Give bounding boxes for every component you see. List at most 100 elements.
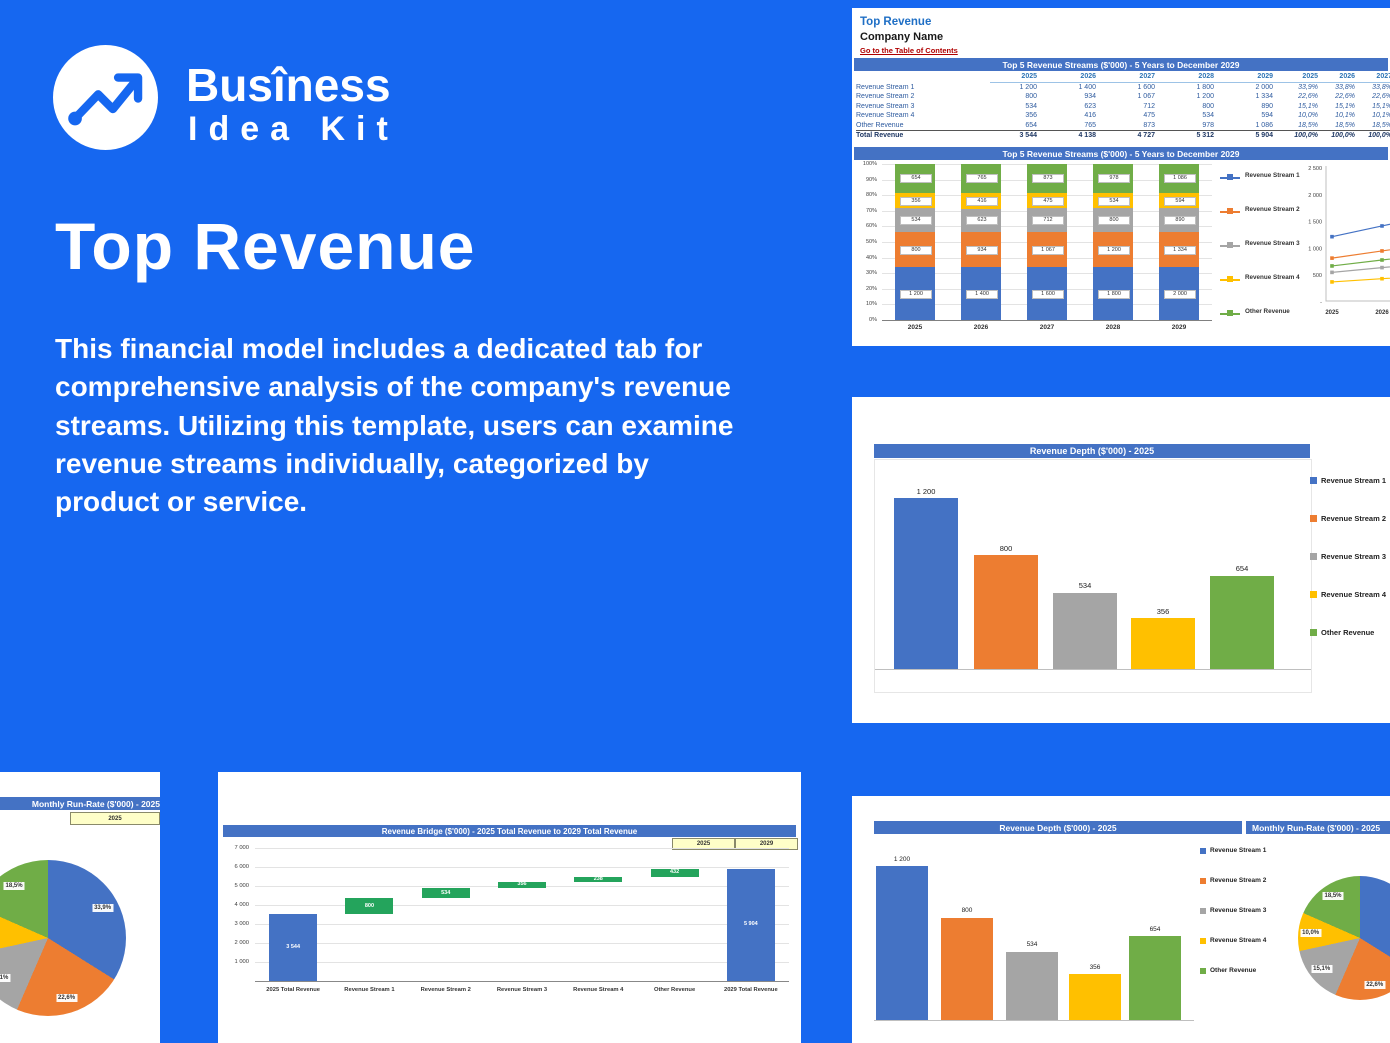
pct-cell: 15,1% bbox=[1335, 102, 1355, 110]
row-label-cell: Revenue Stream 2 bbox=[856, 93, 915, 100]
value-cell: 1 334 bbox=[1255, 93, 1273, 100]
value-cell: 356 bbox=[1025, 112, 1037, 119]
legend-swatch bbox=[1310, 591, 1317, 598]
value-cell: 800 bbox=[1202, 102, 1214, 110]
segment-value-label: 800 bbox=[1098, 216, 1130, 226]
bar bbox=[1006, 951, 1058, 1020]
pct-cell: 22,6% bbox=[1372, 93, 1390, 100]
x-axis-label: Other Revenue bbox=[653, 987, 696, 993]
svg-text:2 000: 2 000 bbox=[1308, 193, 1322, 199]
waterfall-bar bbox=[726, 868, 775, 981]
value-cell: 765 bbox=[1084, 121, 1096, 129]
segment-value-label: 1 334 bbox=[1164, 245, 1196, 255]
pct-cell: 15,1% bbox=[1298, 102, 1318, 110]
total-pct-cell: 100,0% bbox=[1322, 130, 1359, 141]
revenue-depth-legend: Revenue Stream 1 Revenue Stream 2 Revenue … bbox=[1310, 476, 1388, 677]
total-value-cell: 4 138 bbox=[1049, 130, 1108, 141]
bar bbox=[894, 498, 958, 669]
revenue-depth-small-legend: Revenue Stream 1 Revenue Stream 2 Revenue … bbox=[1200, 847, 1290, 1008]
pie-percent-label: 15,1% bbox=[0, 973, 11, 982]
pie-chart-circle bbox=[1298, 876, 1390, 1000]
bar-value-label: 1 200 bbox=[893, 855, 911, 863]
value-cell: 1 200 bbox=[1196, 93, 1214, 100]
value-cell: 800 bbox=[1025, 93, 1037, 100]
bar bbox=[941, 917, 993, 1020]
value-cell: 873 bbox=[1143, 121, 1155, 129]
legend-label: Revenue Stream 3 bbox=[1245, 240, 1300, 247]
bar-value-label: 654 bbox=[1235, 564, 1249, 574]
bar bbox=[1069, 974, 1121, 1020]
bar-value-label: 800 bbox=[999, 543, 1013, 553]
total-value-cell: 3 544 bbox=[990, 130, 1049, 141]
value-cell: 1 200 bbox=[1019, 83, 1037, 91]
brand-logo bbox=[53, 45, 158, 150]
pie-percent-label: 18,5% bbox=[1322, 892, 1344, 901]
y-axis-label: 30% bbox=[865, 270, 877, 277]
waterfall-value-label: 356 bbox=[517, 881, 527, 888]
year-header-cell: 2028 bbox=[1167, 72, 1226, 83]
segment-value-label: 594 bbox=[1164, 196, 1196, 206]
pie-percent-label: 22,6% bbox=[56, 993, 78, 1002]
x-axis-line bbox=[874, 1020, 1194, 1021]
toc-link[interactable]: Go to the Table of Contents bbox=[860, 46, 958, 55]
segment-value-label: 2 000 bbox=[1164, 289, 1196, 299]
waterfall-value-label: 432 bbox=[669, 869, 680, 876]
segment-value-label: 1 067 bbox=[1032, 245, 1064, 255]
sheet-title: Top Revenue bbox=[860, 16, 932, 28]
value-cell: 534 bbox=[1202, 112, 1214, 119]
revenue-bridge-header-bar: Revenue Bridge ($'000) - 2025 Total Reve… bbox=[223, 825, 796, 837]
bar-value-label: 1 200 bbox=[916, 486, 936, 496]
waterfall-bar bbox=[650, 868, 699, 878]
segment-value-label: 1 200 bbox=[900, 289, 932, 299]
legend-label: Revenue Stream 4 bbox=[1321, 590, 1387, 599]
gridline bbox=[255, 962, 789, 963]
legend-label: Revenue Stream 1 bbox=[1245, 172, 1300, 179]
year-header-cell: 2027 bbox=[1108, 72, 1167, 83]
value-cell: 934 bbox=[1084, 93, 1096, 100]
year-header-cell: 2025 bbox=[990, 72, 1049, 83]
legend-label: Revenue Stream 3 bbox=[1321, 552, 1387, 561]
legend-square-marker bbox=[1227, 174, 1233, 180]
waterfall-value-label: 3 544 bbox=[286, 943, 301, 950]
svg-text:2025: 2025 bbox=[1325, 310, 1339, 316]
y-axis-label: 5 000 bbox=[234, 882, 249, 889]
legend-label: Revenue Stream 4 bbox=[1245, 274, 1300, 281]
year-header-pct-cell: 2026 bbox=[1322, 72, 1359, 83]
segment-value-label: 475 bbox=[1032, 196, 1064, 206]
run-rate-small-header-bar: Monthly Run-Rate ($'000) - 2025 bbox=[1246, 821, 1390, 834]
revenue-bridge-waterfall-chart: 7 000 6 000 5 000 4 000 3 000 2 000 1 000 3 544… bbox=[223, 842, 796, 1002]
value-cell: 2 000 bbox=[1255, 83, 1273, 91]
page-description: This financial model includes a dedicate… bbox=[55, 333, 734, 518]
legend-square-marker bbox=[1227, 242, 1233, 248]
x-axis-label: 2026 bbox=[973, 324, 989, 331]
waterfall-bar bbox=[269, 913, 318, 981]
spreadsheet-panel: Top Revenue Company Name Go to the Table… bbox=[852, 8, 1390, 346]
y-axis-label: 90% bbox=[865, 176, 877, 183]
waterfall-bar bbox=[574, 877, 623, 882]
legend-label: Revenue Stream 1 bbox=[1321, 476, 1387, 485]
value-cell: 654 bbox=[1025, 121, 1037, 129]
waterfall-value-label: 5 904 bbox=[743, 921, 758, 928]
legend-swatch bbox=[1200, 908, 1206, 914]
year-to-cell[interactable]: 2029 bbox=[735, 838, 798, 850]
pie-percent-label: 33,9% bbox=[92, 903, 114, 912]
y-axis-label: 1 000 bbox=[234, 958, 249, 965]
y-axis-label: 4 000 bbox=[234, 901, 249, 908]
year-input-cell[interactable]: 2025 bbox=[70, 812, 160, 825]
y-axis-label: 70% bbox=[865, 207, 877, 214]
gridline bbox=[882, 320, 1212, 321]
segment-value-label: 534 bbox=[1098, 196, 1130, 206]
pie-percent-label: 22,6% bbox=[1364, 981, 1386, 990]
year-from-cell[interactable]: 2025 bbox=[672, 838, 735, 850]
bar bbox=[876, 866, 928, 1020]
waterfall-value-label: 534 bbox=[441, 889, 451, 896]
legend-swatch bbox=[1200, 968, 1206, 974]
legend-label: Other Revenue bbox=[1210, 967, 1257, 974]
total-value-cell: 5 904 bbox=[1226, 130, 1285, 141]
value-cell: 594 bbox=[1261, 112, 1273, 119]
bar-value-label: 356 bbox=[1089, 963, 1101, 971]
x-axis-label: Revenue Stream 4 bbox=[573, 987, 624, 993]
gridline bbox=[255, 924, 789, 925]
pct-cell: 22,6% bbox=[1298, 93, 1318, 100]
